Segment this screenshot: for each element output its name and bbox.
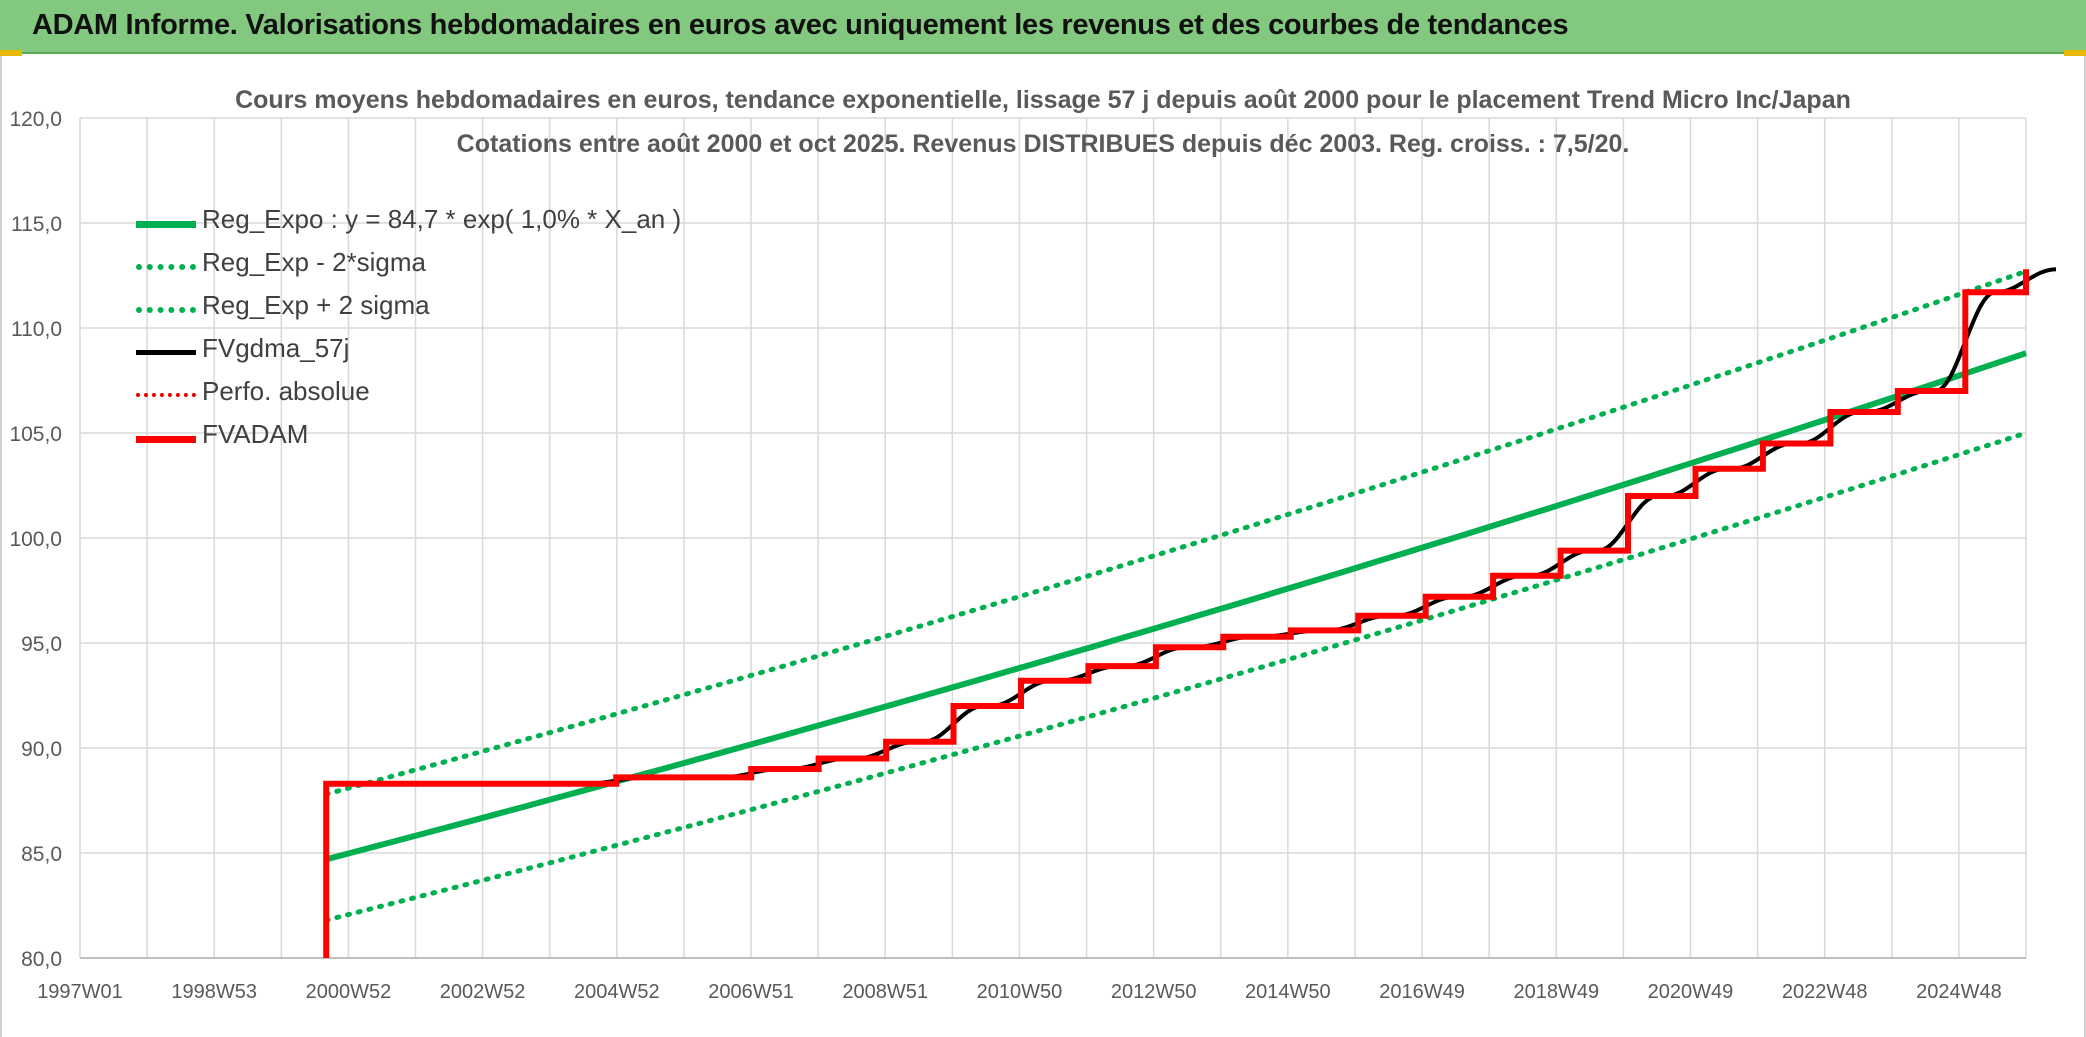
x-tick-label: 2008W51 [842, 981, 928, 1003]
legend-label-fvgdma: FVgdma_57j [202, 333, 350, 363]
y-tick-label: 95,0 [21, 633, 62, 656]
legend-swatch-perfo [136, 393, 196, 397]
y-tick-label: 80,0 [21, 948, 62, 971]
legend-label-reg-exp-plus: Reg_Exp + 2 sigma [202, 290, 430, 320]
y-tick-label: 85,0 [21, 843, 62, 866]
axis-layer: 80,0 85,0 90,0 95,0 100,0 105,0 110,0 115,0 120,… [9, 108, 2026, 1003]
legend-swatch-reg-exp-plus [136, 307, 196, 313]
x-tick-label: 1998W53 [171, 981, 257, 1003]
x-tick-label: 2024W48 [1916, 981, 2002, 1003]
x-tick-label: 2014W50 [1245, 981, 1331, 1003]
x-tick-label: 2010W50 [977, 981, 1063, 1003]
legend-label-reg-exp-minus: Reg_Exp - 2*sigma [202, 247, 426, 277]
y-tick-label: 110,0 [11, 318, 62, 341]
y-tick-label: 90,0 [21, 738, 62, 761]
grid-layer [79, 117, 2027, 959]
legend-swatch-fvadam [136, 436, 196, 443]
series-reg-exp-plus [323, 268, 2029, 797]
legend-swatch-fvgdma [136, 350, 196, 355]
chart-frame [0, 56, 2086, 1037]
x-tick-label: 2018W49 [1513, 981, 1599, 1003]
x-tick-label: 2020W49 [1648, 981, 1734, 1003]
series-layer [323, 267, 2057, 958]
corner-marker-right [2064, 50, 2086, 56]
y-tick-label: 100,0 [9, 528, 62, 551]
x-tick-label: 2002W52 [440, 981, 526, 1003]
y-tick-label: 105,0 [9, 423, 62, 446]
x-tick-label: 2004W52 [574, 981, 660, 1003]
corner-marker-left [0, 50, 22, 56]
x-tick-label: 2012W50 [1111, 981, 1197, 1003]
report-banner: ADAM Informe. Valorisations hebdomadaire… [0, 0, 2086, 54]
x-tick-label: 2000W52 [306, 981, 392, 1003]
legend-label-perfo: Perfo. absolue [202, 376, 370, 406]
y-tick-label: 115,0 [11, 213, 62, 236]
x-tick-label: 2006W51 [708, 981, 794, 1003]
legend-label-reg-expo: Reg_Expo : y = 84,7 * exp( 1,0% * X_an ) [202, 204, 682, 234]
legend-label-fvadam: FVADAM [202, 419, 309, 449]
x-tick-label: 2016W49 [1379, 981, 1465, 1003]
chart-title-line2: Cotations entre août 2000 et oct 2025. R… [456, 130, 1630, 158]
series-fvadam [323, 269, 2029, 958]
report-title: ADAM Informe. Valorisations hebdomadaire… [32, 9, 1569, 41]
legend-swatch-reg-expo [136, 221, 196, 228]
series-reg-exp-minus [323, 430, 2029, 923]
chart-title-line1: Cours moyens hebdomadaires en euros, ten… [235, 86, 1851, 114]
x-tick-label: 1997W01 [37, 981, 123, 1003]
y-tick-label: 120,0 [9, 108, 62, 131]
x-tick-label: 2022W48 [1782, 981, 1868, 1003]
legend-swatch-reg-exp-minus [136, 264, 196, 270]
